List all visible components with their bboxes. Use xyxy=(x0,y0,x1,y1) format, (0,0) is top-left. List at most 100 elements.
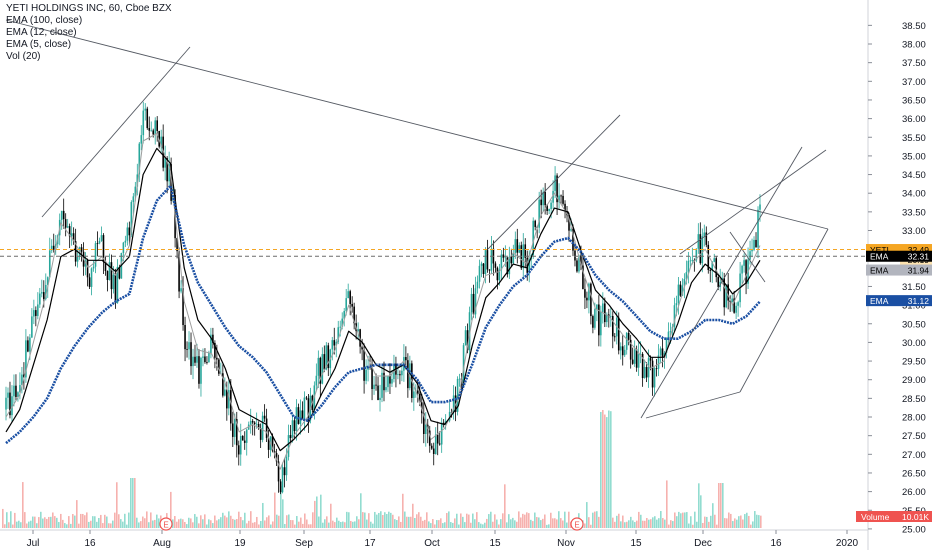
volume-bar xyxy=(724,518,726,528)
candle-body xyxy=(401,370,403,376)
candle-body xyxy=(134,186,137,197)
candle-body xyxy=(554,175,556,191)
volume-bar xyxy=(192,522,194,528)
volume-bar xyxy=(226,517,228,528)
price-tick-label: 28.50 xyxy=(902,394,926,405)
candle-body xyxy=(753,239,755,250)
candle-body xyxy=(639,353,642,355)
volume-bar xyxy=(462,516,464,528)
candle-body xyxy=(432,448,435,454)
candle-body xyxy=(46,277,49,285)
volume-bar xyxy=(634,522,636,528)
legend-ema100[interactable]: EMA (100, close) xyxy=(6,15,83,26)
candle-body xyxy=(142,110,145,136)
candle-body xyxy=(514,239,517,253)
volume-bar xyxy=(756,514,758,528)
candle-body xyxy=(643,367,646,379)
candle-body xyxy=(389,375,391,384)
candle-body xyxy=(737,302,739,306)
volume-bar xyxy=(714,514,716,528)
candle-body xyxy=(625,332,628,350)
trend-line xyxy=(645,391,741,419)
candle-body xyxy=(755,239,757,248)
candle-body xyxy=(743,260,745,266)
price-tag-bg xyxy=(866,295,932,307)
legend-ema5[interactable]: EMA (5, close) xyxy=(6,39,72,50)
candle-body xyxy=(512,252,515,264)
volume-bars xyxy=(2,409,762,528)
candle-body xyxy=(532,220,535,256)
volume-bar xyxy=(38,517,40,528)
candle-body xyxy=(434,434,437,454)
legend-vol[interactable]: Vol (20) xyxy=(6,51,41,62)
volume-bar xyxy=(116,482,118,528)
volume-bar xyxy=(46,518,48,528)
candle-body xyxy=(253,422,256,425)
legend-symbol[interactable]: YETI HOLDINGS INC, 60, Cboe BZX xyxy=(6,3,172,14)
volume-bar xyxy=(482,524,484,528)
volume-bar xyxy=(272,521,274,528)
volume-bar xyxy=(42,518,44,528)
volume-bar xyxy=(450,522,452,528)
volume-bar xyxy=(292,520,294,528)
volume-bar xyxy=(622,515,624,528)
volume-bar xyxy=(228,511,230,528)
candle-body xyxy=(633,349,636,364)
volume-bar xyxy=(682,512,684,528)
candle-body xyxy=(164,158,166,168)
volume-bar xyxy=(688,523,690,528)
candle-body xyxy=(494,263,497,268)
candle-body xyxy=(470,293,473,313)
volume-bar xyxy=(2,508,4,528)
volume-bar xyxy=(674,512,676,528)
volume-bar xyxy=(716,524,718,528)
candle-body xyxy=(297,407,300,424)
volume-bar xyxy=(174,516,176,528)
candle-body xyxy=(353,306,355,324)
volume-bar xyxy=(10,511,12,528)
time-tick-label: 2020 xyxy=(836,538,859,549)
candle-body xyxy=(112,274,115,290)
price-tick-label: 33.50 xyxy=(902,207,926,218)
volume-bar xyxy=(744,514,746,528)
volume-bar xyxy=(672,521,674,528)
candle-body xyxy=(723,278,725,308)
candle-body xyxy=(104,261,107,272)
candle-body xyxy=(212,334,214,343)
volume-bar xyxy=(400,521,402,528)
candle-body xyxy=(80,247,83,252)
candle-body xyxy=(19,385,21,393)
volume-bar xyxy=(438,520,440,528)
volume-bar xyxy=(264,520,266,528)
volume-bar xyxy=(446,513,448,528)
volume-bar xyxy=(374,511,376,528)
candle-body xyxy=(198,356,200,384)
volume-bar xyxy=(708,521,710,528)
candle-body xyxy=(510,256,513,264)
volume-bar xyxy=(336,517,338,528)
volume-bar xyxy=(506,522,508,528)
time-tick-label: 19 xyxy=(234,538,246,549)
candle-body xyxy=(727,284,729,301)
volume-bar xyxy=(470,522,472,528)
candle-body xyxy=(373,384,375,390)
price-tick-label: 34.00 xyxy=(902,189,926,200)
volume-bar xyxy=(380,511,382,528)
volume-bar xyxy=(690,516,692,528)
candle-body xyxy=(182,288,184,326)
candle-body xyxy=(665,338,668,353)
legend-ema12[interactable]: EMA (12, close) xyxy=(6,27,77,38)
trend-line xyxy=(41,46,191,218)
volume-bar xyxy=(640,514,642,528)
volume-bar xyxy=(370,521,372,528)
volume-bar xyxy=(686,512,688,528)
volume-bar xyxy=(464,522,466,528)
price-tag-bg xyxy=(866,244,932,256)
price-tag-name: EMA xyxy=(870,252,889,262)
volume-bar xyxy=(730,513,732,528)
price-tick-label: 37.00 xyxy=(902,77,926,88)
candle-body xyxy=(604,303,606,323)
candle-body xyxy=(48,250,51,278)
